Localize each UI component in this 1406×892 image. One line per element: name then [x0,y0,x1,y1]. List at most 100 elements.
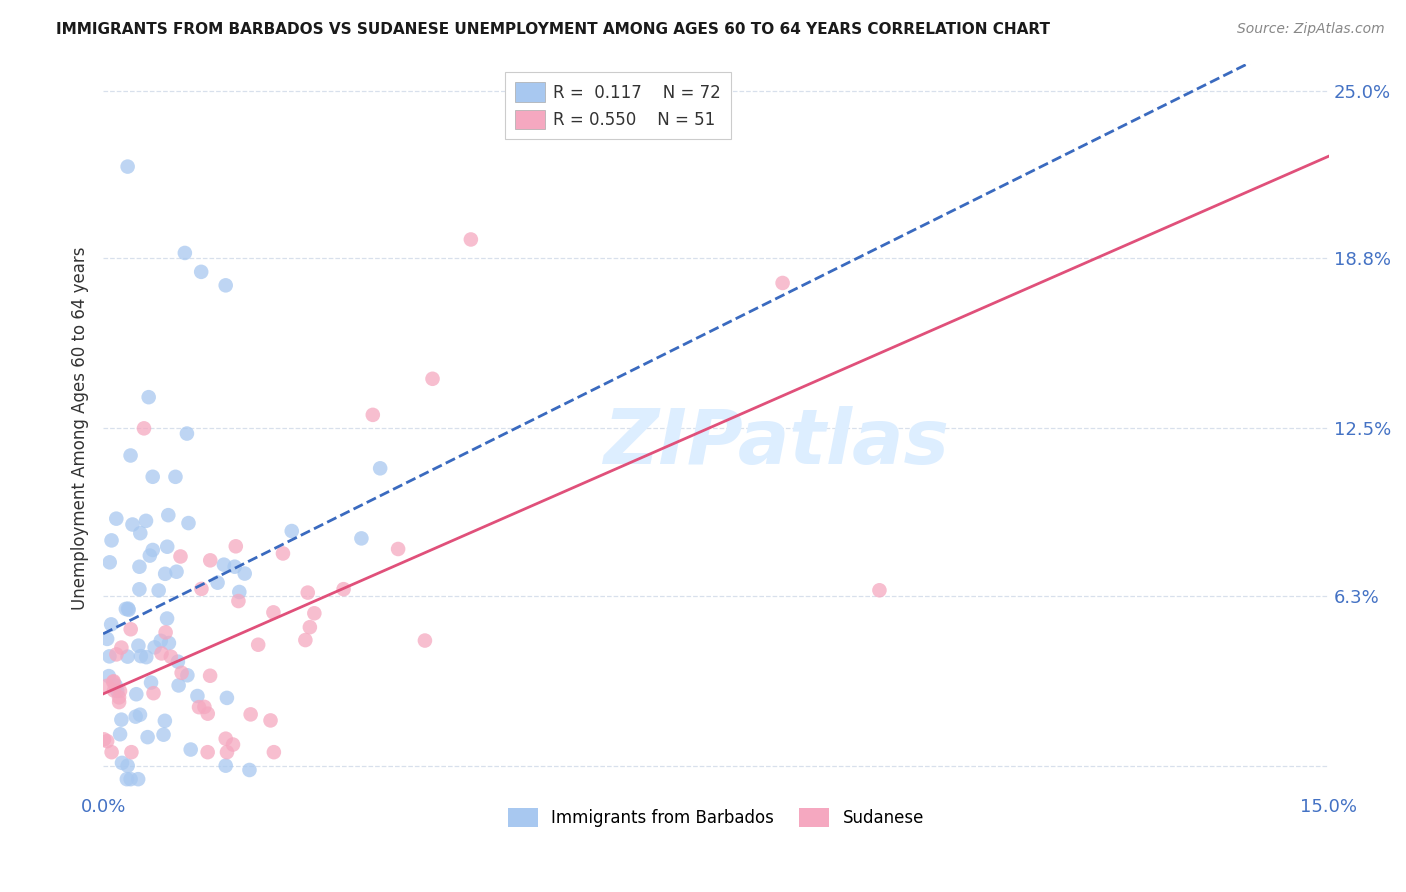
Point [117,603,139,617]
Point [157,636,180,650]
Point [190,265,212,279]
Point [128,582,150,597]
Point [117,160,139,174]
Point [190,582,212,596]
Point [215,731,238,746]
Point [361,408,384,422]
Point [294,633,316,648]
Point [177,516,200,530]
Point [98,555,121,569]
Legend: Immigrants from Barbados, Sudanese: Immigrants from Barbados, Sudanese [499,799,932,835]
Point [207,575,229,590]
Point [129,526,152,541]
Point [125,687,148,701]
Point [173,246,195,260]
Point [169,549,191,564]
Point [215,745,238,759]
Text: ZIPatlas: ZIPatlas [605,406,950,480]
Point [129,707,152,722]
Point [197,706,219,721]
Point [143,640,166,655]
Point [304,607,326,621]
Point [460,232,482,246]
Point [176,668,198,682]
Point [142,686,165,700]
Point [100,533,122,548]
Text: IMMIGRANTS FROM BARBADOS VS SUDANESE UNEMPLOYMENT AMONG AGES 60 TO 64 YEARS CORR: IMMIGRANTS FROM BARBADOS VS SUDANESE UNE… [56,22,1050,37]
Point [117,601,139,615]
Point [188,700,211,714]
Point [129,649,152,664]
Point [105,648,128,662]
Point [155,625,177,640]
Point [103,674,125,689]
Point [167,678,190,692]
Point [247,638,270,652]
Point [97,669,120,683]
Y-axis label: Unemployment Among Ages 60 to 64 years: Unemployment Among Ages 60 to 64 years [72,246,89,610]
Point [233,566,256,581]
Point [110,640,132,655]
Point [117,758,139,772]
Point [167,655,190,669]
Point [150,647,173,661]
Point [368,461,391,475]
Point [100,617,122,632]
Point [222,738,245,752]
Point [186,689,208,703]
Point [239,707,262,722]
Point [108,684,131,698]
Point [103,683,125,698]
Point [136,730,159,744]
Point [166,565,188,579]
Point [127,772,149,787]
Point [108,727,131,741]
Point [153,566,176,581]
Point [281,524,304,538]
Point [127,639,149,653]
Point [152,728,174,742]
Point [772,276,794,290]
Point [139,549,162,563]
Point [115,602,138,616]
Point [262,606,284,620]
Point [96,734,118,748]
Point [387,541,409,556]
Point [350,532,373,546]
Point [332,582,354,597]
Point [225,539,247,553]
Point [138,390,160,404]
Point [149,633,172,648]
Point [96,632,118,646]
Point [215,690,238,705]
Point [108,695,131,709]
Point [271,546,294,560]
Point [176,426,198,441]
Point [297,585,319,599]
Point [228,585,250,599]
Point [165,470,187,484]
Point [124,709,146,723]
Point [422,372,444,386]
Point [259,714,281,728]
Point [128,559,150,574]
Point [120,449,142,463]
Point [111,756,134,770]
Point [153,714,176,728]
Point [193,699,215,714]
Point [104,678,127,692]
Point [156,540,179,554]
Point [98,649,121,664]
Point [156,611,179,625]
Point [200,553,222,567]
Point [117,649,139,664]
Point [120,622,142,636]
Point [142,469,165,483]
Point [215,758,238,772]
Point [298,620,321,634]
Point [413,633,436,648]
Point [105,684,128,698]
Point [159,649,181,664]
Point [868,583,890,598]
Point [110,713,132,727]
